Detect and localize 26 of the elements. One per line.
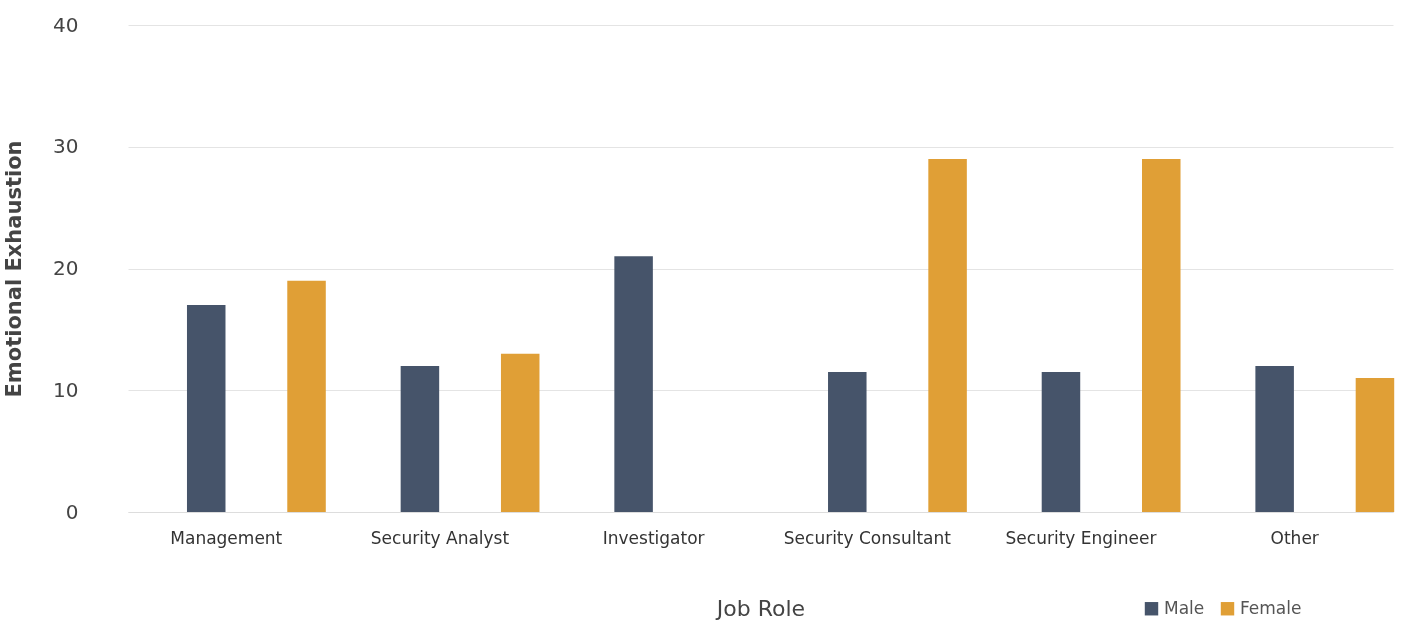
y-tick-label: 40 bbox=[53, 12, 79, 37]
y-tick-label: 30 bbox=[53, 134, 79, 159]
y-axis-title: Emotional Exhaustion bbox=[2, 140, 27, 398]
bar bbox=[1142, 158, 1181, 512]
bar bbox=[828, 371, 867, 512]
x-tick-label: Security Engineer bbox=[1005, 527, 1157, 548]
x-tick-label: Other bbox=[1270, 527, 1319, 548]
x-tick-label: Security Analyst bbox=[370, 527, 510, 548]
x-tick-label: Security Consultant bbox=[783, 527, 952, 548]
y-tick-label: 20 bbox=[53, 256, 79, 280]
bar bbox=[614, 256, 653, 512]
x-tick-label: Investigator bbox=[602, 527, 705, 548]
y-tick-label: 0 bbox=[65, 499, 79, 524]
bar bbox=[1041, 371, 1081, 512]
x-tick-label: Management bbox=[170, 527, 283, 548]
y-tick-label: 10 bbox=[53, 377, 79, 402]
bar bbox=[186, 305, 226, 512]
bar bbox=[400, 365, 440, 512]
x-axis-title: Job Role bbox=[714, 595, 806, 621]
bar bbox=[1255, 365, 1294, 512]
bar bbox=[1355, 378, 1395, 512]
legend-label: Female bbox=[1240, 597, 1302, 618]
bar bbox=[287, 280, 326, 512]
legend-label: Male bbox=[1164, 597, 1205, 618]
bar bbox=[928, 158, 967, 512]
bar bbox=[500, 353, 540, 512]
